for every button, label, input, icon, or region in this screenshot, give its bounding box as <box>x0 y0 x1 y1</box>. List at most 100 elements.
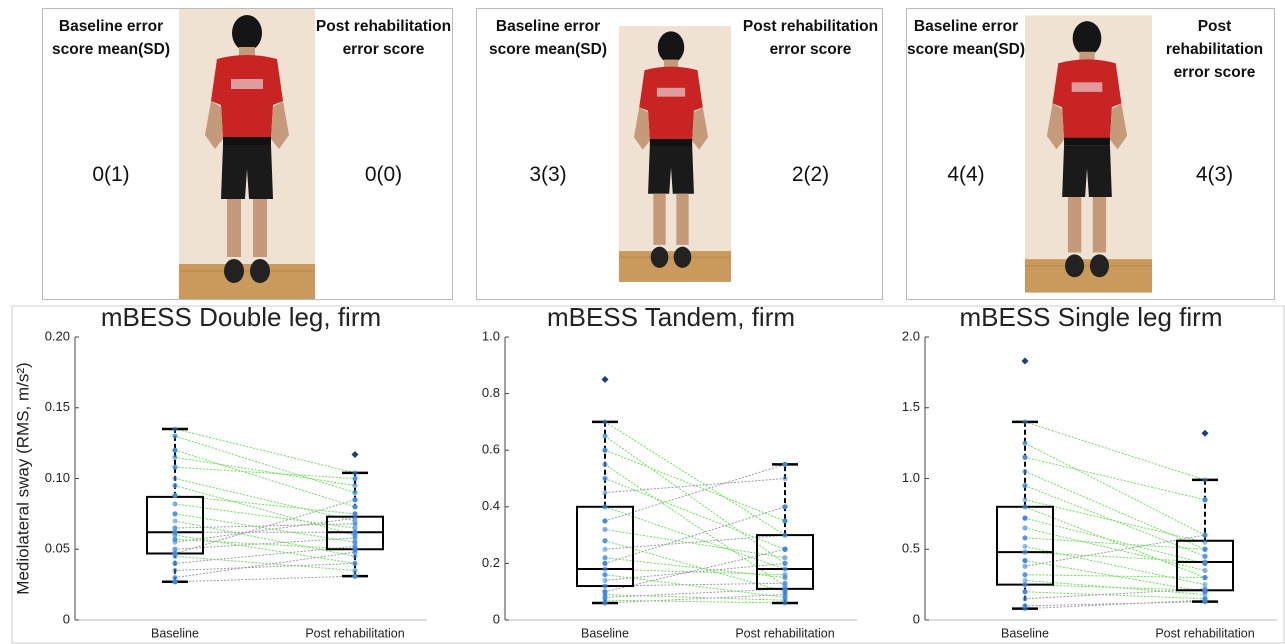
subject-point <box>782 581 787 586</box>
outlier <box>1022 358 1029 365</box>
post-column: Post rehabilitation error score 2(2) <box>739 9 882 61</box>
pair-line <box>605 595 785 601</box>
subject-point <box>1022 558 1027 563</box>
subject-point <box>602 490 607 495</box>
subject-point <box>172 493 177 498</box>
subject-point <box>782 572 787 577</box>
error-score: 2(2) <box>739 163 882 187</box>
pair-line <box>175 467 355 478</box>
pair-line <box>605 589 785 597</box>
error-score: 0(1) <box>43 163 179 187</box>
subject-point <box>1202 568 1207 573</box>
subject-point <box>782 518 787 523</box>
subject-point <box>1022 469 1027 474</box>
y-tick-label: 1.0 <box>902 470 920 485</box>
subject-point <box>602 419 607 424</box>
y-tick-label: 0.6 <box>482 442 500 457</box>
pair-line <box>605 595 785 603</box>
baseline-column: Baseline error score mean(SD) 4(4) <box>907 9 1025 61</box>
subject-point <box>172 465 177 470</box>
subject-point <box>1202 598 1207 603</box>
pair-line <box>175 457 355 485</box>
subject-point <box>602 433 607 438</box>
subject-point <box>352 549 357 554</box>
subject-point <box>1022 497 1027 502</box>
subject-point <box>1202 477 1207 482</box>
subject-point <box>602 538 607 543</box>
subject-point <box>782 586 787 591</box>
pair-line <box>175 436 355 493</box>
column-heading: Baseline error score mean(SD) <box>907 15 1025 61</box>
stance-panel: Baseline error score mean(SD) 3(3) Post … <box>476 8 883 300</box>
error-score: 4(4) <box>907 163 1025 187</box>
subject-point <box>1202 497 1207 502</box>
subject-point <box>352 561 357 566</box>
subject-point <box>352 574 357 579</box>
pair-line <box>1025 592 1205 599</box>
y-tick-label: 0.4 <box>482 498 500 513</box>
subject-point <box>602 547 607 552</box>
chart-title: mBESS Tandem, firm <box>547 305 795 332</box>
column-heading: Baseline error score mean(SD) <box>477 15 619 61</box>
outlier <box>602 376 609 383</box>
post-column: Post rehabilitation error score 0(0) <box>315 9 452 61</box>
y-tick-label: 0.5 <box>902 541 920 556</box>
y-tick-label: 0 <box>493 611 500 626</box>
subject-point <box>602 527 607 532</box>
subject-point <box>782 555 787 560</box>
outlier <box>352 451 359 458</box>
subject-point <box>782 600 787 605</box>
subject-point <box>1022 572 1027 577</box>
subject-point <box>1202 533 1207 538</box>
error-score: 0(0) <box>315 163 452 187</box>
subject-point <box>352 504 357 509</box>
subject-point <box>352 544 357 549</box>
subject-point <box>172 554 177 559</box>
pair-line <box>175 556 355 570</box>
y-tick-label: 0.05 <box>45 541 70 556</box>
figure-frame <box>12 306 1284 643</box>
column-heading: Baseline error score mean(SD) <box>43 15 179 61</box>
subject-point <box>352 521 357 526</box>
subject-point <box>602 583 607 588</box>
x-tick-label: Baseline <box>581 626 629 640</box>
subject-point <box>352 530 357 535</box>
pair-line <box>605 479 785 493</box>
subject-point <box>1202 540 1207 545</box>
subject-point <box>1022 535 1027 540</box>
subject-point <box>1022 544 1027 549</box>
error-score: 4(3) <box>1155 163 1274 187</box>
subject-point <box>602 561 607 566</box>
pair-line <box>175 576 355 582</box>
pair-line <box>1025 602 1205 606</box>
subject-point <box>172 433 177 438</box>
subject-point <box>352 516 357 521</box>
pair-line <box>605 600 785 603</box>
pair-line <box>1025 600 1205 608</box>
x-tick-label: Baseline <box>151 626 199 640</box>
subject-point <box>602 600 607 605</box>
baseline-column: Baseline error score mean(SD) 0(1) <box>43 9 179 61</box>
subject-point <box>602 504 607 509</box>
subject-point <box>782 476 787 481</box>
pair-line <box>175 552 355 577</box>
subject-point <box>1022 516 1027 521</box>
subject-point <box>602 566 607 571</box>
subject-point <box>602 555 607 560</box>
subject-point <box>602 578 607 583</box>
chart-title: mBESS Single leg firm <box>960 305 1223 332</box>
stance-photo <box>1025 9 1155 299</box>
subject-point <box>1022 455 1027 460</box>
subject-point <box>1022 419 1027 424</box>
subject-point <box>352 497 357 502</box>
subject-point <box>172 426 177 431</box>
subject-point <box>1022 606 1027 611</box>
subject-point <box>1202 586 1207 591</box>
chart-title: mBESS Double leg, firm <box>101 305 381 332</box>
pair-line <box>1025 457 1205 499</box>
x-tick-label: Baseline <box>1001 626 1049 640</box>
column-heading: Post rehabilitation error score <box>739 15 882 61</box>
subject-point <box>352 490 357 495</box>
subject-point <box>1202 559 1207 564</box>
subject-point <box>1022 596 1027 601</box>
